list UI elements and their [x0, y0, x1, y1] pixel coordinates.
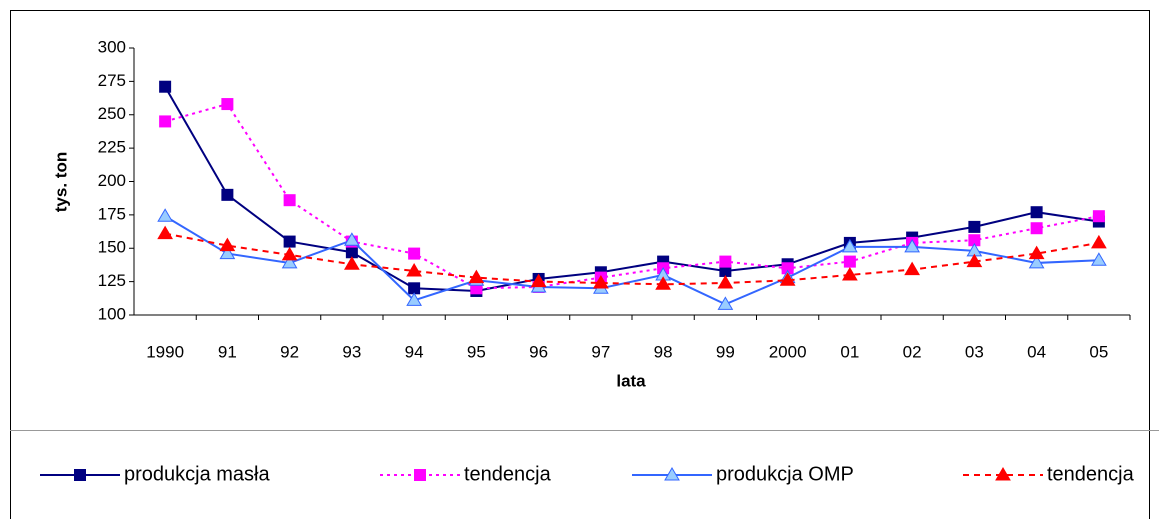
y-tick-label: 125 — [98, 271, 126, 290]
marker — [655, 276, 671, 290]
marker — [717, 296, 734, 310]
y-tick-label: 250 — [98, 104, 126, 123]
marker — [159, 115, 172, 128]
x-axis-label: lata — [616, 371, 646, 390]
x-tick-label: 99 — [716, 342, 735, 361]
marker — [904, 238, 920, 253]
marker — [221, 188, 234, 201]
legend-marker — [414, 469, 426, 481]
marker — [221, 98, 234, 111]
marker — [281, 246, 298, 261]
series-line — [164, 232, 1100, 286]
x-tick-label: 01 — [840, 342, 859, 361]
x-tick-label: 03 — [965, 342, 984, 361]
marker — [159, 80, 172, 93]
y-tick-label: 300 — [98, 37, 126, 56]
marker — [1092, 210, 1105, 223]
marker — [843, 255, 856, 268]
marker — [406, 292, 422, 306]
marker — [968, 220, 981, 233]
legend-label: tendencja — [1047, 463, 1135, 485]
legend-label: tendencja — [464, 463, 552, 485]
series-line — [164, 102, 1100, 290]
marker — [468, 269, 485, 284]
y-tick-label: 275 — [98, 71, 126, 90]
x-tick-label: 97 — [591, 342, 610, 361]
marker — [345, 246, 358, 259]
marker — [717, 274, 734, 289]
chart-border — [10, 10, 1150, 524]
x-tick-label: 93 — [342, 342, 361, 361]
legend-marker — [74, 469, 86, 481]
legend-label: produkcja OMP — [716, 463, 854, 485]
y-axis-label: tys. ton — [51, 152, 70, 212]
marker — [157, 208, 173, 222]
x-tick-label: 95 — [467, 342, 486, 361]
marker — [219, 237, 236, 252]
series-line — [164, 86, 1100, 292]
legend-marker — [664, 467, 680, 481]
marker — [904, 261, 920, 276]
marker — [219, 245, 236, 260]
marker — [283, 235, 296, 248]
marker — [593, 274, 609, 289]
marker — [842, 238, 858, 253]
y-tick-label: 150 — [98, 238, 126, 257]
legend-label: produkcja masła — [124, 463, 271, 485]
marker — [408, 282, 421, 295]
marker — [842, 266, 858, 281]
marker — [344, 232, 360, 246]
x-tick-label: 96 — [529, 342, 548, 361]
legend-marker — [995, 467, 1011, 481]
marker — [1030, 222, 1043, 235]
marker — [283, 194, 296, 207]
marker — [157, 225, 173, 240]
marker — [408, 247, 421, 260]
marker — [719, 255, 732, 268]
x-tick-label: 98 — [654, 342, 673, 361]
y-tick-label: 175 — [98, 204, 126, 223]
x-tick-label: 05 — [1089, 342, 1108, 361]
marker — [1030, 206, 1043, 219]
y-tick-label: 200 — [98, 171, 126, 190]
x-tick-label: 1990 — [146, 342, 184, 361]
x-tick-label: 02 — [903, 342, 922, 361]
x-tick-label: 94 — [405, 342, 424, 361]
x-tick-label: 2000 — [769, 342, 807, 361]
marker — [344, 256, 360, 270]
marker — [966, 253, 983, 268]
x-tick-label: 92 — [280, 342, 299, 361]
marker — [1028, 245, 1045, 260]
marker — [1091, 234, 1107, 249]
marker — [1028, 254, 1045, 269]
marker — [406, 262, 422, 277]
marker — [779, 272, 796, 286]
y-tick-label: 100 — [98, 304, 126, 323]
series-line — [164, 215, 1099, 306]
y-tick-label: 225 — [98, 138, 126, 157]
marker — [281, 254, 298, 269]
marker — [530, 273, 547, 288]
x-tick-label: 91 — [218, 342, 237, 361]
x-tick-label: 04 — [1027, 342, 1046, 361]
marker — [1091, 252, 1107, 266]
